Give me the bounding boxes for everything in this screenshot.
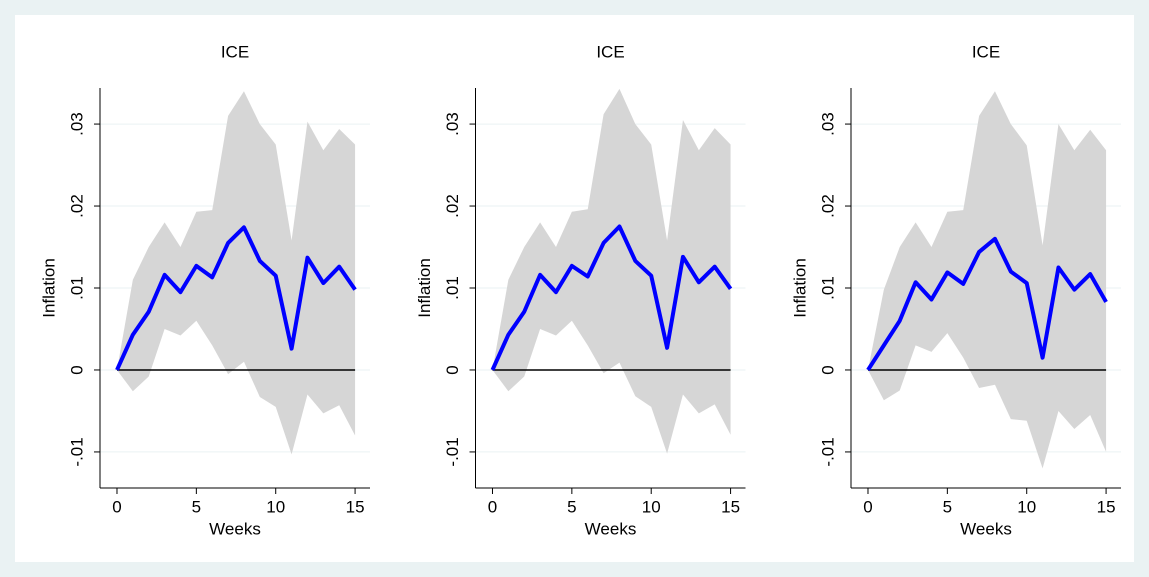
y-tick-label: .02 <box>443 194 462 218</box>
chart-title: ICE <box>972 42 1000 61</box>
y-tick-label: .02 <box>67 194 86 218</box>
confidence-band <box>116 91 356 455</box>
y-tick-label: .01 <box>443 276 462 300</box>
x-tick-label: 0 <box>112 497 121 516</box>
y-tick-label: -.01 <box>443 437 462 466</box>
y-axis-label: Inflation <box>415 258 434 318</box>
x-tick-label: 15 <box>1097 497 1116 516</box>
y-axis-label: Inflation <box>790 258 809 318</box>
y-tick-label: .02 <box>818 194 837 218</box>
data-line <box>490 224 733 371</box>
x-tick-label: 10 <box>642 497 661 516</box>
y-tick-label: .01 <box>67 276 86 300</box>
x-tick-label: 5 <box>943 497 952 516</box>
confidence-band <box>867 91 1107 469</box>
data-line <box>115 225 357 371</box>
y-tick-label: -.01 <box>818 437 837 466</box>
data-line <box>866 236 1108 372</box>
y-tick-label: 0 <box>818 365 837 374</box>
x-tick-label: 0 <box>863 497 872 516</box>
chart-title: ICE <box>596 42 624 61</box>
x-tick-label: 5 <box>567 497 576 516</box>
x-tick-label: 5 <box>192 497 201 516</box>
confidence-band <box>492 88 731 454</box>
y-tick-label: .01 <box>818 276 837 300</box>
x-axis-label: Weeks <box>209 519 261 538</box>
x-tick-label: 0 <box>488 497 497 516</box>
y-tick-label: .03 <box>67 112 86 136</box>
x-tick-label: 10 <box>1017 497 1036 516</box>
y-tick-label: 0 <box>67 365 86 374</box>
y-tick-label: 0 <box>443 365 462 374</box>
chart-title: ICE <box>221 42 249 61</box>
y-tick-label: .03 <box>443 112 462 136</box>
y-tick-label: -.01 <box>67 437 86 466</box>
y-tick-label: .03 <box>818 112 837 136</box>
x-axis-label: Weeks <box>960 519 1012 538</box>
x-tick-label: 15 <box>721 497 740 516</box>
x-axis-label: Weeks <box>585 519 637 538</box>
y-axis-label: Inflation <box>39 258 58 318</box>
x-tick-label: 15 <box>346 497 365 516</box>
x-tick-label: 10 <box>266 497 285 516</box>
